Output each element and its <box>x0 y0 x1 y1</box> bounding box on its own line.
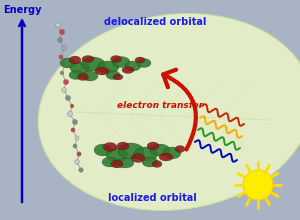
Circle shape <box>75 160 79 164</box>
Circle shape <box>75 136 79 140</box>
Circle shape <box>59 55 63 59</box>
Ellipse shape <box>134 147 158 161</box>
Circle shape <box>71 128 75 132</box>
Ellipse shape <box>60 58 76 68</box>
Ellipse shape <box>113 74 123 80</box>
Ellipse shape <box>118 143 144 159</box>
Ellipse shape <box>69 56 81 64</box>
Ellipse shape <box>142 157 158 167</box>
Ellipse shape <box>137 59 151 68</box>
Ellipse shape <box>94 144 112 156</box>
Text: electron transfer: electron transfer <box>117 101 203 110</box>
Circle shape <box>73 144 77 148</box>
Text: Energy: Energy <box>3 5 41 15</box>
Ellipse shape <box>110 55 122 62</box>
Text: delocalized orbital: delocalized orbital <box>104 17 206 27</box>
Circle shape <box>243 170 273 200</box>
Ellipse shape <box>77 73 88 81</box>
Circle shape <box>56 23 60 27</box>
Circle shape <box>77 152 81 156</box>
Circle shape <box>65 95 70 101</box>
Circle shape <box>60 71 64 75</box>
Ellipse shape <box>106 70 120 79</box>
FancyArrowPatch shape <box>163 70 196 150</box>
Ellipse shape <box>103 143 117 152</box>
Ellipse shape <box>106 148 128 162</box>
Ellipse shape <box>163 147 181 159</box>
Ellipse shape <box>125 61 141 71</box>
Ellipse shape <box>122 66 134 73</box>
Ellipse shape <box>69 70 83 79</box>
Ellipse shape <box>111 160 123 168</box>
Circle shape <box>70 104 74 108</box>
Circle shape <box>67 111 73 117</box>
Ellipse shape <box>97 61 119 73</box>
Circle shape <box>58 38 62 42</box>
Circle shape <box>61 88 66 92</box>
Ellipse shape <box>102 157 118 167</box>
Ellipse shape <box>81 57 105 71</box>
Circle shape <box>59 29 65 35</box>
Ellipse shape <box>147 142 159 150</box>
Ellipse shape <box>112 57 130 68</box>
Ellipse shape <box>150 144 170 156</box>
Ellipse shape <box>175 145 185 152</box>
Ellipse shape <box>117 142 129 150</box>
Circle shape <box>63 79 69 85</box>
Ellipse shape <box>82 55 94 62</box>
Ellipse shape <box>131 154 145 163</box>
Circle shape <box>79 168 83 172</box>
Text: localized orbital: localized orbital <box>108 193 196 203</box>
Ellipse shape <box>82 71 98 81</box>
Ellipse shape <box>135 57 145 63</box>
Ellipse shape <box>159 153 173 161</box>
Ellipse shape <box>152 161 162 167</box>
Ellipse shape <box>38 14 300 210</box>
Ellipse shape <box>70 62 90 74</box>
Ellipse shape <box>116 158 134 168</box>
Circle shape <box>63 63 67 67</box>
Ellipse shape <box>95 67 109 75</box>
Circle shape <box>72 119 78 125</box>
Circle shape <box>61 46 66 50</box>
